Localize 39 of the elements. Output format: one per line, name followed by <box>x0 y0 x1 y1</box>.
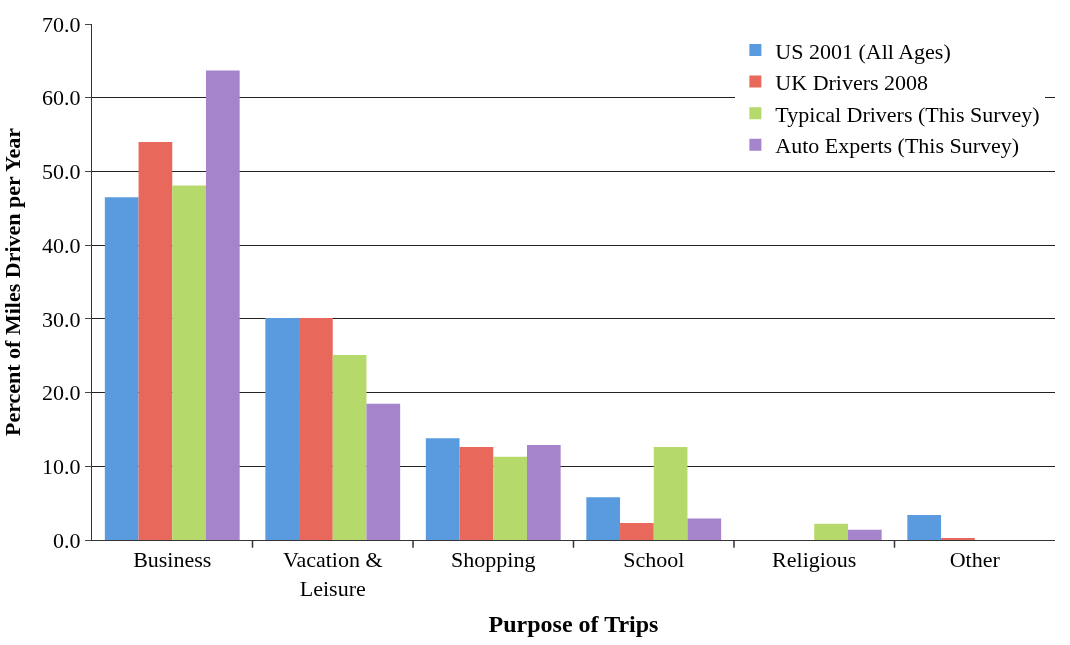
bar <box>459 447 494 540</box>
bar <box>265 318 300 540</box>
y-tick-label: 0.0 <box>53 527 81 553</box>
x-tick-label: School <box>623 547 685 573</box>
bar <box>366 403 401 540</box>
legend-label: US 2001 (All Ages) <box>775 38 951 64</box>
bar <box>814 523 848 540</box>
legend-label: Auto Experts (This Survey) <box>775 133 1020 159</box>
x-tick-label: Vacation & Leisure <box>282 547 383 601</box>
y-tick-label: 40.0 <box>42 232 81 258</box>
bar <box>425 438 460 540</box>
bar <box>620 523 654 540</box>
bar <box>653 447 688 540</box>
x-tick-label: Business <box>133 547 212 573</box>
y-tick-label: 30.0 <box>42 306 81 332</box>
y-tick-label: 60.0 <box>42 85 81 111</box>
bar <box>172 185 206 540</box>
x-tick-label: Religious <box>772 547 857 573</box>
y-tick-label: 50.0 <box>42 159 81 185</box>
bar <box>205 70 240 540</box>
bar <box>586 497 621 540</box>
bar <box>299 318 333 540</box>
y-tick-label: 10.0 <box>42 453 81 479</box>
bar <box>847 529 882 540</box>
legend-label: UK Drivers 2008 <box>775 70 929 96</box>
y-tick-label: 20.0 <box>42 380 81 406</box>
y-axis-title: Percent of Miles Driven per Year <box>0 127 25 437</box>
bar <box>332 354 367 540</box>
bar <box>493 456 527 540</box>
bar <box>907 514 942 540</box>
legend-label: Typical Drivers (This Survey) <box>775 101 1040 127</box>
bar <box>104 197 139 540</box>
bar <box>138 141 173 540</box>
bar <box>687 518 722 540</box>
bar <box>526 444 561 540</box>
x-tick-label: Shopping <box>451 547 536 573</box>
x-axis-title: Purpose of Trips <box>488 611 659 638</box>
y-tick-label: 70.0 <box>42 11 81 37</box>
x-tick-label: Other <box>949 547 1001 573</box>
